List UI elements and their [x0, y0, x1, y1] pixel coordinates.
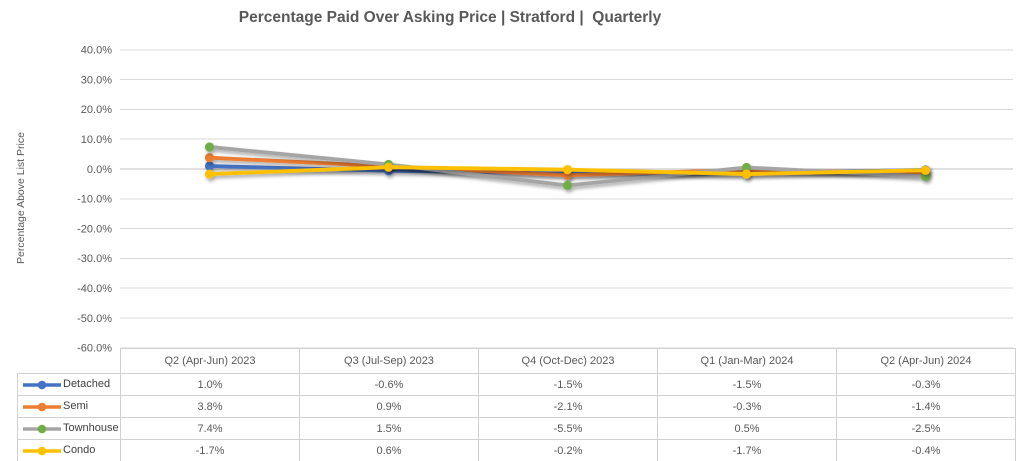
legend-line-swatch [23, 446, 61, 455]
table-value-cell: -0.3% [657, 395, 837, 418]
chart-data-table: Q2 (Apr-Jun) 2023 Q3 (Jul-Sep) 2023 Q4 (Oc… [17, 348, 1016, 461]
table-header-cell: Q4 (Oct-Dec) 2023 [478, 348, 658, 374]
chart-title: Percentage Paid Over Asking Price | Stra… [238, 9, 662, 26]
data-point-marker [741, 169, 752, 179]
table-value-cell: -5.5% [478, 417, 658, 440]
data-point-marker [741, 162, 752, 173]
y-tick-label: 30.0% [81, 74, 112, 86]
legend-cell: Detached [17, 373, 121, 396]
y-tick-label: 10.0% [81, 134, 112, 146]
legend-cell: Semi [17, 395, 121, 418]
table-header-cell: Q3 (Jul-Sep) 2023 [299, 348, 479, 374]
legend-line-swatch [23, 380, 61, 389]
legend-line-swatch [23, 424, 61, 433]
data-point-marker [562, 164, 573, 175]
y-tick-label: 0.0% [87, 164, 112, 176]
table-value-cell: -2.1% [478, 395, 658, 418]
y-tick-label: -20.0% [77, 223, 112, 235]
table-value-cell: -0.3% [836, 373, 1016, 396]
table-value-cell: -1.4% [836, 395, 1016, 418]
y-tick-label: -30.0% [77, 253, 112, 265]
table-value-cell: 0.9% [299, 395, 479, 418]
table-row: Townhouse 7.4% 1.5% -5.5% 0.5% -2.5% [17, 417, 1016, 440]
table-corner-cell [18, 349, 121, 374]
y-tick-label: -60.0% [77, 343, 112, 355]
legend-label: Detached [63, 378, 111, 391]
y-tick-label: 20.0% [81, 104, 112, 116]
series-condo [204, 162, 931, 179]
table-value-cell: 7.4% [120, 417, 300, 440]
y-tick-label: 40.0% [81, 45, 112, 57]
data-point-marker [383, 162, 394, 172]
table-header-cell: Q2 (Apr-Jun) 2023 [120, 348, 300, 374]
table-value-cell: -1.5% [657, 373, 837, 396]
data-point-marker [204, 169, 215, 179]
legend-cell: Townhouse [17, 417, 121, 440]
series-group [204, 142, 931, 190]
table-value-cell: -1.5% [478, 373, 658, 396]
table-value-cell: -0.6% [299, 373, 479, 396]
gridlines-group [120, 49, 1013, 349]
data-point-marker [562, 180, 573, 190]
table-value-cell: 3.8% [120, 395, 300, 418]
table-value-cell: -1.7% [657, 439, 837, 461]
y-tick-label: -40.0% [77, 283, 112, 295]
table-value-cell: 1.5% [299, 417, 479, 440]
table-value-cell: -0.2% [478, 439, 658, 461]
legend-label: Townhouse [63, 422, 119, 435]
table-value-cell: 0.5% [657, 417, 837, 440]
table-header-cell: Q1 (Jan-Mar) 2024 [657, 348, 837, 374]
y-tick-labels-group: 40.0% 30.0% 20.0% 10.0% 0.0% -10.0% -20.0% -30.… [77, 45, 112, 355]
data-point-marker [204, 161, 215, 171]
table-value-cell: 0.6% [299, 439, 479, 461]
y-tick-label: -10.0% [77, 194, 112, 206]
legend-line-swatch [23, 402, 61, 411]
table-value-cell: -0.4% [836, 439, 1016, 461]
y-tick-label: -50.0% [77, 313, 112, 325]
data-point-marker [204, 142, 215, 152]
table-row: Condo -1.7% 0.6% -0.2% -1.7% -0.4% [17, 439, 1016, 461]
table-header-cell: Q2 (Apr-Jun) 2024 [836, 348, 1016, 374]
legend-cell: Condo [17, 439, 121, 461]
table-row: Semi 3.8% 0.9% -2.1% -0.3% -1.4% [17, 395, 1016, 418]
table-value-cell: -1.7% [120, 439, 300, 461]
table-value-cell: 1.0% [120, 373, 300, 396]
data-point-marker [920, 165, 931, 175]
legend-label: Condo [63, 444, 96, 457]
data-point-marker [204, 153, 215, 163]
table-row: Detached 1.0% -0.6% -1.5% -1.5% -0.3% [17, 373, 1016, 396]
legend-label: Semi [63, 400, 89, 413]
table-value-cell: -2.5% [836, 417, 1016, 440]
